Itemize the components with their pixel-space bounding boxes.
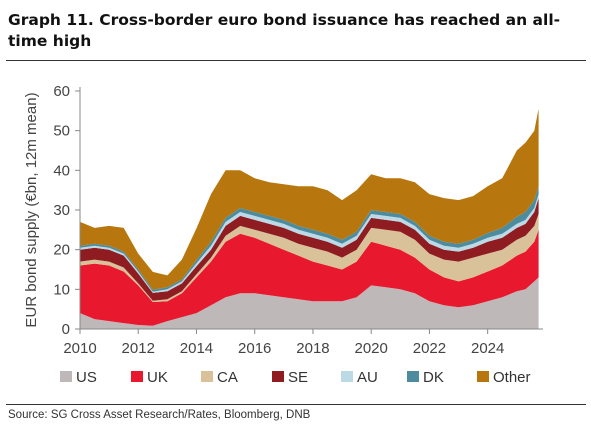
- chart-areas: [80, 108, 539, 329]
- chart-title-line-1: Graph 11. Cross-border euro bond issuanc…: [8, 11, 561, 29]
- area-series-us: [80, 277, 539, 329]
- title-divider: [6, 60, 586, 61]
- chart-title-line-2: time high: [8, 32, 92, 50]
- chart-title: Graph 11. Cross-border euro bond issuanc…: [8, 10, 583, 52]
- area-series-au: [80, 194, 539, 293]
- legend-label-other: Other: [493, 369, 531, 386]
- x-tick-label: 2018: [296, 340, 329, 357]
- legend-swatch-au: [341, 371, 353, 382]
- x-tick-label: 2022: [413, 340, 446, 357]
- legend-swatch-se: [272, 371, 284, 382]
- legend-swatch-ca: [201, 371, 213, 382]
- legend-swatch-us: [60, 371, 72, 382]
- area-series-other: [80, 108, 539, 290]
- x-tick-label: 2016: [238, 340, 271, 357]
- legend-swatch-dk: [407, 371, 419, 382]
- y-tick-label: 50: [53, 123, 70, 140]
- legend-label-uk: UK: [147, 369, 168, 386]
- legend-label-au: AU: [357, 369, 378, 386]
- legend-label-ca: CA: [217, 369, 238, 386]
- legend-label-dk: DK: [423, 369, 444, 386]
- y-tick-label: 10: [53, 281, 70, 298]
- x-tick-label: 2024: [471, 340, 504, 357]
- source-note: Source: SG Cross Asset Research/Rates, B…: [8, 409, 311, 421]
- legend-label-se: SE: [288, 369, 308, 386]
- y-tick-label: 0: [62, 321, 70, 338]
- chart-legend: US UK CA SE AU DK Other: [60, 369, 531, 386]
- x-tick-label: 2014: [180, 340, 213, 357]
- stacked-area-chart: 0 10 20 30 40 50 60 2010 2012 2014 2016 2018 2020 202…: [23, 83, 543, 386]
- area-series-uk: [80, 229, 539, 326]
- y-tick-label: 30: [53, 202, 70, 219]
- legend-swatch-other: [477, 371, 489, 382]
- legend-label-us: US: [76, 369, 97, 386]
- area-series-dk: [80, 186, 539, 292]
- y-tick-label: 40: [53, 162, 70, 179]
- area-series-se: [80, 198, 539, 301]
- x-tick-label: 2020: [355, 340, 388, 357]
- y-tick-label: 60: [53, 83, 70, 100]
- source-divider: [6, 404, 586, 405]
- area-series-ca: [80, 214, 539, 302]
- y-tick-label: 20: [53, 242, 70, 259]
- chart-axes: 0 10 20 30 40 50 60 2010 2012 2014 2016 2018 2020 202…: [53, 83, 543, 357]
- legend-swatch-uk: [131, 371, 143, 382]
- x-tick-label: 2010: [63, 340, 96, 357]
- x-tick-label: 2012: [122, 340, 155, 357]
- y-axis-title: EUR bond supply (€bn, 12m mean): [23, 92, 40, 327]
